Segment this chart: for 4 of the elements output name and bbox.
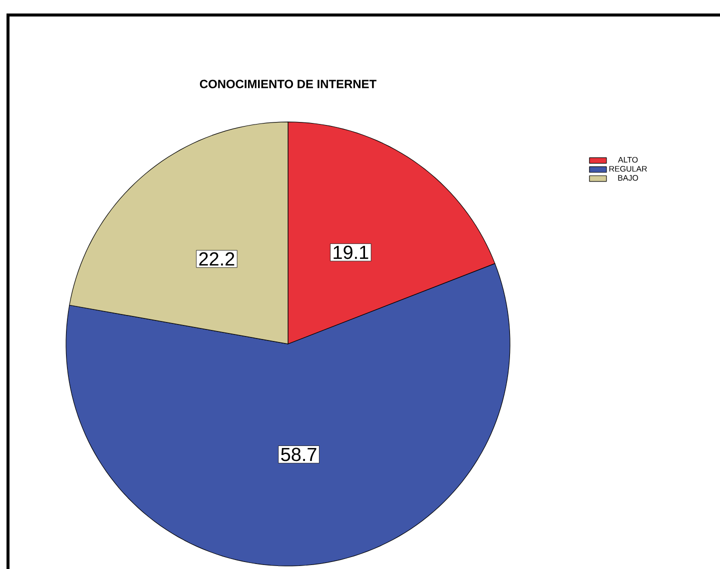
chart-title: CONOCIMIENTO DE INTERNET — [200, 80, 376, 88]
data-label: 22.2 — [199, 252, 234, 266]
data-label: 58.7 — [281, 448, 316, 462]
data-label: 19.1 — [334, 246, 368, 260]
